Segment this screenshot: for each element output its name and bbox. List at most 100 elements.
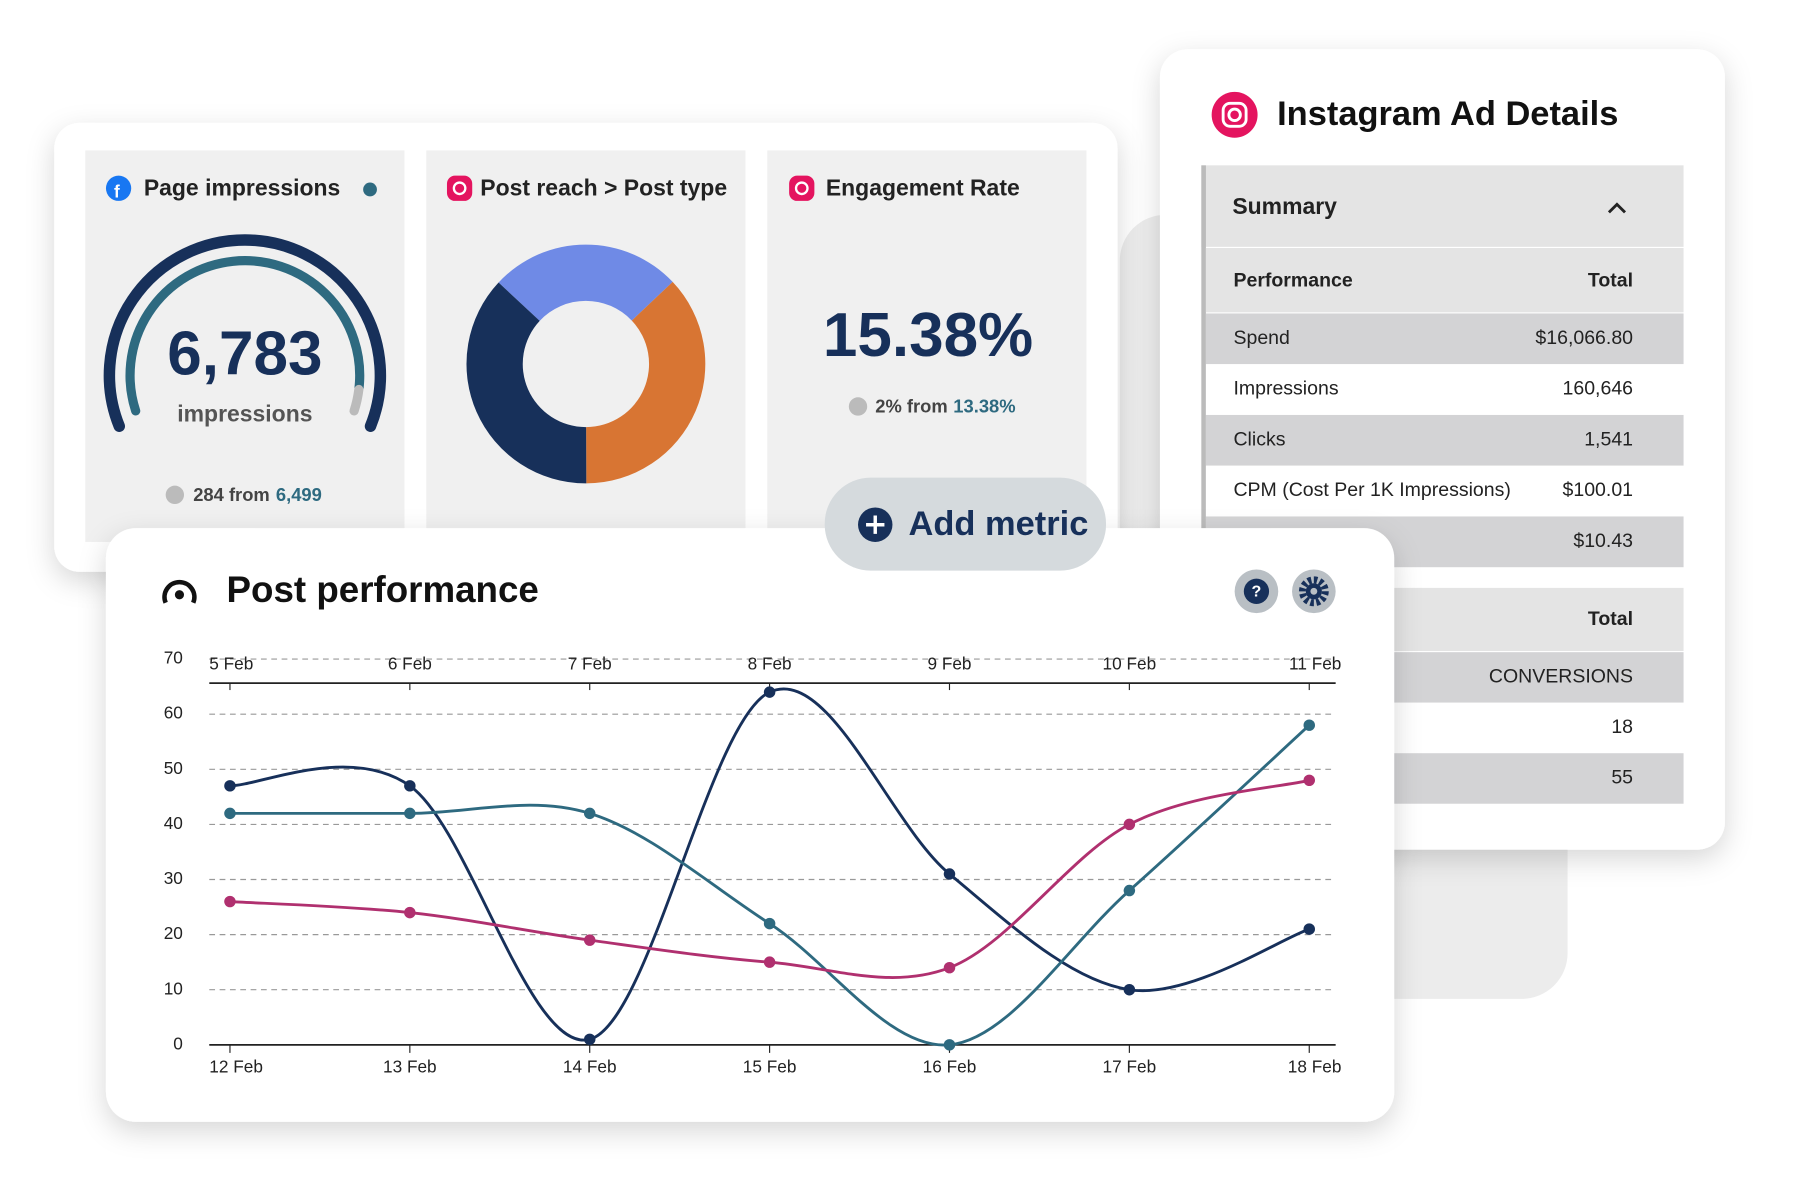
- table-row: [1205, 364, 1684, 415]
- trend-icon: [165, 485, 185, 505]
- x-tick-label: 12 Feb: [209, 1056, 263, 1076]
- row-value: 18: [1611, 716, 1633, 738]
- donut-slice: [466, 282, 587, 484]
- y-tick-label: 60: [164, 703, 183, 723]
- card-title: Page impressions: [144, 175, 340, 201]
- column-header: Performance: [1233, 269, 1352, 291]
- help-button: [1243, 578, 1270, 604]
- instagram-logo: [1211, 91, 1258, 138]
- y-tick-label: 20: [164, 923, 183, 943]
- row-value: $16,066.80: [1535, 327, 1633, 349]
- top-tick-label: 11 Feb: [1289, 653, 1341, 673]
- help-icon: ?: [1252, 583, 1262, 601]
- row-value: CONVERSIONS: [1489, 666, 1633, 688]
- donut-slice: [498, 244, 673, 321]
- instagram-icon: [789, 175, 815, 201]
- data-point: [1303, 923, 1315, 935]
- y-tick-label: 30: [164, 868, 183, 888]
- top-tick-label: 5 Feb: [209, 653, 253, 673]
- facebook-icon: f: [114, 181, 120, 201]
- top-tick-label: 7 Feb: [568, 653, 612, 673]
- data-point: [1123, 818, 1136, 831]
- change-text: 2% from: [875, 395, 947, 416]
- data-point: [943, 1039, 956, 1051]
- data-point: [404, 780, 416, 792]
- card-title: Engagement Rate: [826, 175, 1020, 201]
- data-point: [943, 868, 956, 880]
- status-dot: [363, 182, 377, 197]
- table-border: [1201, 165, 1206, 804]
- y-tick-label: 0: [173, 1033, 183, 1053]
- trend-icon: [848, 397, 868, 416]
- previous-value: 6,499: [276, 484, 322, 505]
- top-tick-label: 8 Feb: [748, 653, 792, 673]
- settings-icon: [1310, 587, 1318, 595]
- x-tick-label: 14 Feb: [563, 1056, 617, 1076]
- data-point: [583, 934, 596, 946]
- instagram-logo: [1221, 101, 1248, 128]
- data-point: [404, 807, 416, 820]
- performance-icon: [162, 579, 197, 604]
- y-tick-label: 50: [164, 758, 183, 778]
- row-label: Clicks: [1233, 428, 1285, 450]
- instagram-icon: [452, 181, 467, 196]
- data-point: [763, 956, 776, 968]
- column-header: Total: [1588, 269, 1633, 291]
- top-tick-label: 10 Feb: [1103, 653, 1157, 673]
- performance-icon: [174, 590, 185, 600]
- instagram-icon: [446, 175, 473, 201]
- instagram-logo: [1227, 107, 1242, 122]
- metric-value: 15.38%: [823, 301, 1033, 370]
- y-tick-label: 40: [164, 813, 183, 833]
- top-tick-label: 6 Feb: [388, 653, 432, 673]
- table-row: [1205, 465, 1684, 517]
- data-point: [224, 780, 236, 792]
- facebook-icon: [105, 175, 132, 201]
- y-tick-label: 70: [164, 648, 183, 668]
- plus-icon: [866, 515, 885, 534]
- row-value: $100.01: [1563, 479, 1634, 501]
- data-point: [224, 895, 236, 908]
- data-point: [1123, 884, 1136, 897]
- data-point: [583, 807, 596, 820]
- x-tick-label: 18 Feb: [1288, 1056, 1342, 1076]
- row-label: Spend: [1233, 327, 1289, 349]
- data-point: [224, 807, 236, 820]
- table-header: [1205, 248, 1684, 313]
- table-row: [1205, 414, 1684, 466]
- collapse-chevron[interactable]: [1607, 202, 1627, 214]
- summary-label: Summary: [1232, 193, 1337, 219]
- add-metric-button[interactable]: [824, 477, 1107, 571]
- gauge-arc: [349, 384, 364, 416]
- card-title: Post performance: [227, 569, 539, 610]
- row-value: 160,646: [1563, 378, 1634, 400]
- instagram-icon: [794, 181, 809, 196]
- data-point: [1303, 719, 1315, 731]
- summary-header[interactable]: [1201, 165, 1684, 247]
- card-title: Post reach > Post type: [480, 175, 727, 201]
- data-point: [943, 961, 956, 974]
- row-label: CPM (Cost Per 1K Impressions): [1233, 479, 1510, 501]
- settings-icon: [1298, 576, 1329, 607]
- metric-unit: impressions: [177, 401, 312, 427]
- metric-value: 6,783: [167, 320, 322, 389]
- row-value: 1,541: [1584, 428, 1633, 450]
- gauge: [103, 234, 387, 432]
- x-tick-label: 17 Feb: [1103, 1056, 1157, 1076]
- x-tick-label: 13 Feb: [383, 1056, 437, 1076]
- top-tick-label: 9 Feb: [927, 653, 971, 673]
- row-value: $10.43: [1573, 530, 1633, 552]
- data-point: [763, 686, 776, 698]
- series-line: [229, 687, 1310, 1042]
- data-point: [763, 917, 776, 930]
- line-chart: 0 10 20 30 40 50 60 70 12 Feb 5 Feb 13 Feb 6 Feb 14 …: [164, 648, 1342, 1077]
- table-row: [1205, 313, 1684, 365]
- donut-slice: [586, 281, 706, 484]
- data-point: [1303, 774, 1315, 787]
- gauge-arc: [125, 256, 365, 416]
- previous-value: 13.38%: [953, 395, 1015, 416]
- column-header: Total: [1588, 608, 1633, 630]
- x-tick-label: 15 Feb: [743, 1056, 797, 1076]
